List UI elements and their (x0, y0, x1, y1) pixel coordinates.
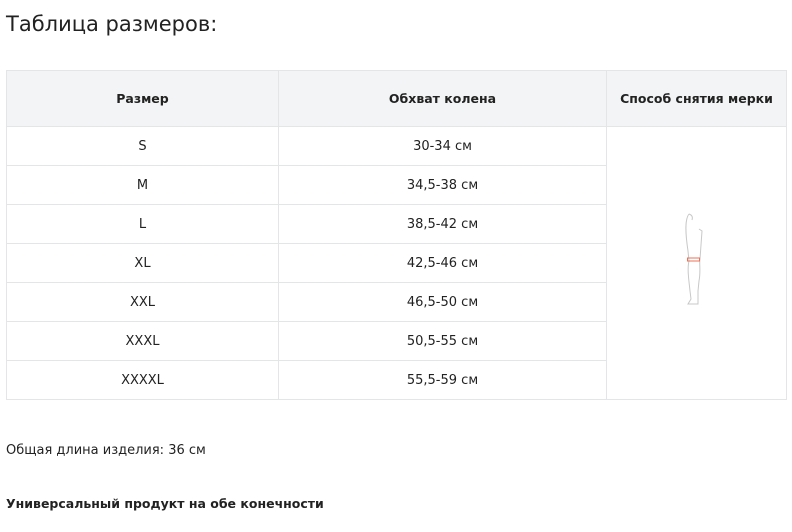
size-cell: L (6, 204, 279, 244)
size-cell: XXXXL (6, 360, 279, 400)
size-cell: M (6, 165, 279, 205)
measure-image-cell (606, 126, 787, 400)
size-cell: XL (6, 243, 279, 283)
header-size: Размер (6, 70, 279, 127)
girth-cell: 38,5-42 см (278, 204, 607, 244)
size-table: Размер Обхват колена Способ снятия мерки… (6, 70, 787, 400)
girth-cell: 50,5-55 см (278, 321, 607, 361)
girth-cell: 30-34 см (278, 126, 607, 166)
product-length: Общая длина изделия: 36 см (6, 443, 206, 458)
table-row: XXXXL 55,5-59 см (6, 360, 787, 400)
size-cell: XXXL (6, 321, 279, 361)
table-row: XXL 46,5-50 см (6, 282, 787, 322)
table-row: S 30-34 см (6, 126, 787, 400)
header-method: Способ снятия мерки (606, 70, 787, 127)
girth-cell: 34,5-38 см (278, 165, 607, 205)
table-row: XXXL 50,5-55 см (6, 321, 787, 361)
page-title: Таблица размеров: (6, 12, 218, 36)
table-header: Размер Обхват колена Способ снятия мерки (6, 70, 787, 127)
size-cell: S (6, 126, 279, 166)
header-girth: Обхват колена (278, 70, 607, 127)
size-cell: XXL (6, 282, 279, 322)
table-row: XL 42,5-46 см (6, 243, 787, 283)
girth-cell: 55,5-59 см (278, 360, 607, 400)
leg-knee-measure-icon (684, 213, 703, 305)
girth-cell: 42,5-46 см (278, 243, 607, 283)
girth-cell: 46,5-50 см (278, 282, 607, 322)
table-row: M 34,5-38 см (6, 165, 787, 205)
universal-note: Универсальный продукт на обе конечности (6, 496, 324, 511)
